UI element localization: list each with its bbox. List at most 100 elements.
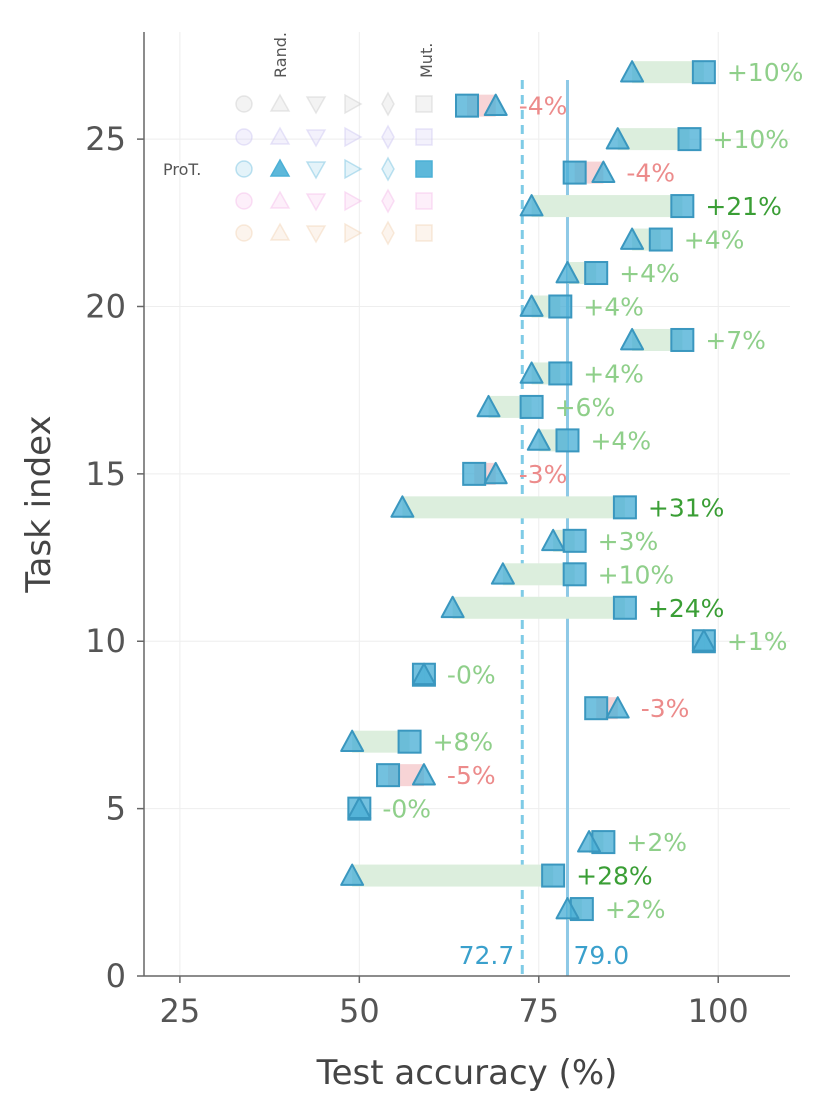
random-triangle-marker [440,595,465,619]
random-triangle-marker [411,662,436,686]
legend-triangle-up-marker [269,222,291,241]
delta-label: -4% [519,92,568,121]
y-tick-label: 15 [85,455,126,493]
delta-label: +10% [713,125,790,154]
random-triangle-marker [577,830,602,853]
random-triangle-marker [526,428,551,451]
legend-circle-marker [235,160,253,178]
delta-label: +3% [598,527,659,556]
legend-triangle-right-marker [344,222,363,244]
random-triangle-marker [411,763,436,786]
random-triangle-marker [605,696,630,719]
legend-row-label: ProT. [163,160,201,179]
legend-triangle-right-marker [344,126,363,148]
mutated-square-marker [612,495,637,520]
mutated-square-marker [562,160,587,185]
delta-label: +7% [705,326,766,355]
random-triangle-marker [390,495,415,518]
delta-label: +4% [684,226,745,255]
delta-labels: +2% +28% +2% -0% -5% +8% -3% -0% +1%+24% +10% +3% +… [382,58,803,924]
delta-label: -5% [447,761,496,790]
difference-bar [617,128,690,151]
delta-label: +28% [576,862,653,891]
y-tick-label: 10 [85,622,126,660]
delta-label: +10% [598,560,675,589]
random-triangle-marker [340,863,365,886]
delta-label: +8% [433,728,494,757]
y-tick-label: 20 [85,287,126,325]
legend-square-marker [415,224,433,242]
mutated-square-marker [562,562,587,587]
delta-label: +6% [555,393,616,422]
random-triangle-marker [605,127,630,150]
random-triangle-marker [555,261,580,284]
legend-triangle-right-marker [344,158,363,180]
difference-bar [352,730,410,753]
difference-bar [632,328,683,351]
legend-diamond-marker [381,124,395,150]
delta-label: -3% [519,460,568,489]
reference-lines: 72.7 79.0 [459,80,629,976]
random-triangle-marker [555,897,580,920]
random-triangle-marker [490,562,515,585]
delta-label: -3% [641,694,690,723]
legend-triangle-up-marker [269,126,291,145]
mutated-square-marker [462,461,487,486]
mutated-square-marker [555,428,580,453]
legend-triangle-down-marker [305,96,327,115]
x-tick-label: 25 [160,992,201,1030]
difference-bar [632,61,704,84]
x-tick-label: 100 [688,992,749,1030]
delta-label: +1% [727,627,788,656]
mutated-square-marker [548,361,573,386]
mutated-square-marker [397,729,422,754]
random-triangle-marker [591,160,616,183]
mutated-square-marker [670,194,695,219]
random-triangle-marker [483,93,508,116]
mutated-square-marker [376,763,401,788]
mutated-square-marker [648,227,673,252]
legend-triangle-up-marker [269,190,291,209]
legend: ProT. Rand. Mut. [163,32,436,246]
legend-square-marker [415,128,433,146]
random-triangle-marker [519,194,544,217]
delta-label: +21% [705,192,782,221]
legend-triangle-down-marker [305,225,327,244]
random-triangle-marker [541,528,566,552]
axis-ticks: 25 50 75 100 0 5 10 15 20 25 [85,120,748,1030]
legend-triangle-down-marker [305,129,327,148]
random-triangle-marker [483,461,508,485]
mutated-square-marker [691,60,716,85]
legend-triangle-down-marker [305,193,327,212]
difference-bar [352,864,554,887]
mutated-square-marker [670,327,695,352]
delta-label: +31% [648,493,725,522]
mutated-square-marker [541,863,566,888]
random-triangle-marker [691,629,716,652]
delta-label: -4% [626,159,675,188]
mutated-square-marker [562,528,587,553]
legend-triangle-up-marker [269,158,291,177]
legend-diamond-marker [381,188,395,214]
delta-label: -0% [382,795,431,824]
legend-column-header: Mut. [417,43,436,78]
legend-triangle-right-marker [344,190,363,212]
delta-label: +2% [626,828,687,857]
difference-bar [502,563,575,586]
random-triangle-marker [340,729,365,753]
difference-bar [531,195,683,218]
random-triangle-marker [620,327,645,351]
delta-label: +4% [619,259,680,288]
legend-triangle-right-marker [344,93,363,115]
legend-square-marker [415,95,433,113]
y-tick-label: 5 [106,790,126,828]
random-triangle-marker [476,394,501,418]
mutated-square-marker [519,394,544,419]
delta-label: +2% [605,895,666,924]
random-triangle-marker [620,60,645,83]
difference-bar [452,596,625,619]
mutated-square-marker [612,595,637,620]
legend-column-header: Rand. [271,32,290,78]
difference-bar [402,496,625,519]
